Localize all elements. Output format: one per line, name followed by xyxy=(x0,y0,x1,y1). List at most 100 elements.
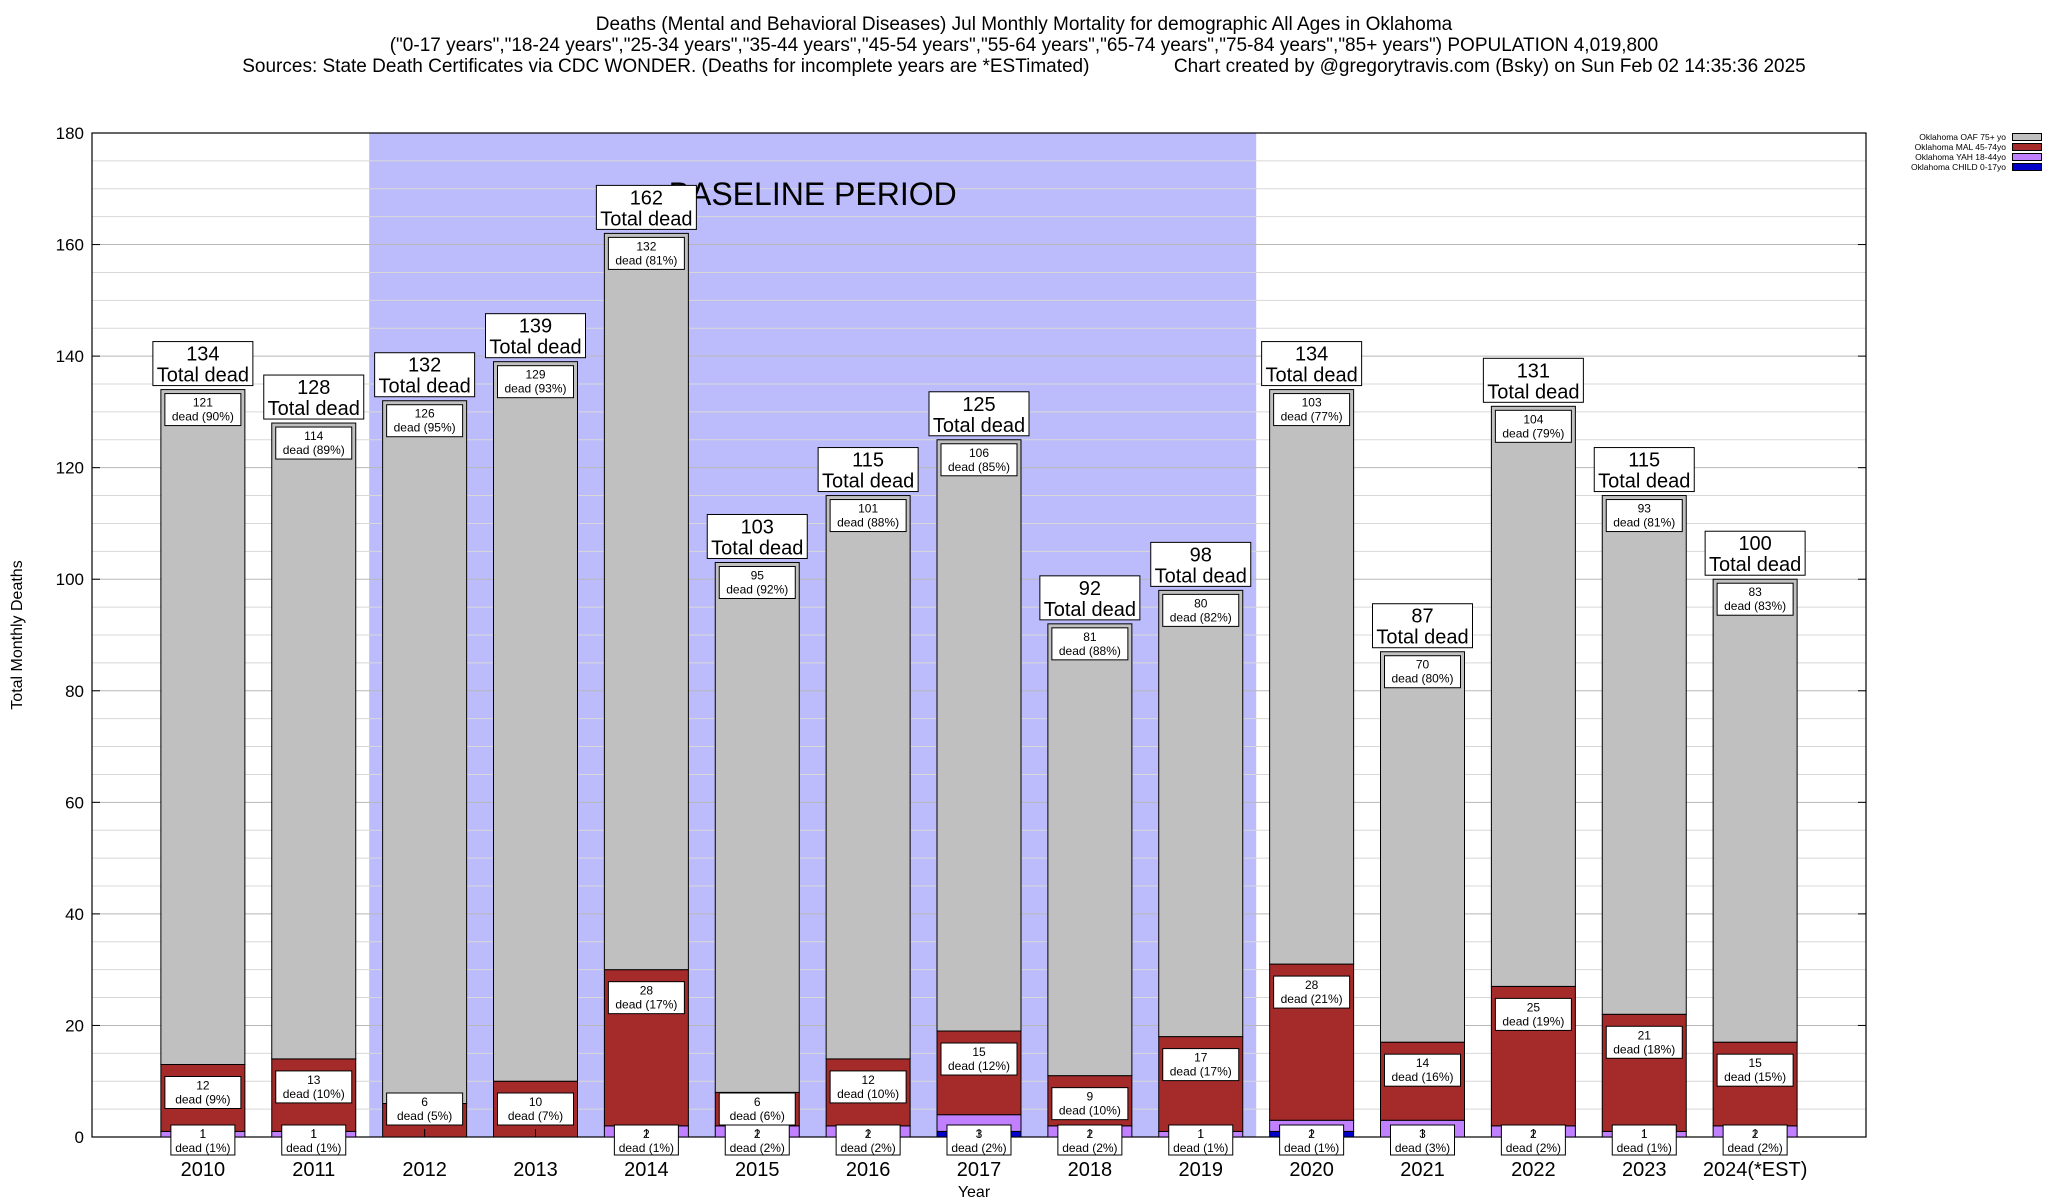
oaf-label-value: 121 xyxy=(193,396,213,410)
total-label-text: Total dead xyxy=(378,376,470,398)
yah-label-text: dead (1%) xyxy=(175,1141,230,1155)
total-label-text: Total dead xyxy=(1155,565,1247,587)
oaf-label-text: dead (90%) xyxy=(172,410,234,424)
oaf-label-box xyxy=(275,426,353,460)
total-label-text: Total dead xyxy=(933,415,1025,437)
legend-label-child: Oklahoma CHILD 0-17yo xyxy=(1911,162,2006,172)
mal-label-box xyxy=(829,1070,907,1104)
oaf-label-text: dead (81%) xyxy=(615,253,677,267)
yah-label-text: dead (2%) xyxy=(840,1141,895,1155)
oaf-label-box xyxy=(1605,499,1683,533)
mal-label-value: 21 xyxy=(1638,1028,1652,1042)
oaf-label-box xyxy=(497,365,574,399)
total-label-text: Total dead xyxy=(1598,471,1690,493)
mal-label-text: dead (21%) xyxy=(1281,992,1343,1006)
mal-label-box xyxy=(1605,1025,1683,1059)
chart-title-block: Deaths (Mental and Behavioral Diseases) … xyxy=(0,14,2048,77)
y-tick-label: 100 xyxy=(56,570,84,589)
total-label-value: 98 xyxy=(1190,544,1212,566)
mal-label-value: 25 xyxy=(1527,1000,1541,1014)
total-label-value: 115 xyxy=(852,450,884,472)
yah-label-text: dead (2%) xyxy=(730,1141,785,1155)
total-label-box xyxy=(1150,541,1252,587)
oaf-label-value: 93 xyxy=(1638,502,1652,516)
mal-label-value: 6 xyxy=(754,1095,761,1109)
oaf-label-value: 83 xyxy=(1748,585,1762,599)
total-label-text: Total dead xyxy=(489,337,581,359)
y-tick-label: 40 xyxy=(65,905,84,924)
x-axis-label: Year xyxy=(958,1184,991,1200)
bar-segment-oaf xyxy=(493,361,578,1082)
mal-label-value: 15 xyxy=(972,1045,986,1059)
mal-label-value: 12 xyxy=(861,1073,875,1087)
x-tick-label: 2016 xyxy=(846,1159,891,1181)
total-label-box xyxy=(1704,530,1806,576)
oaf-label-box xyxy=(1051,627,1129,661)
total-label-value: 131 xyxy=(1517,360,1550,382)
legend-item-oaf: Oklahoma OAF 75+ yo xyxy=(1872,132,2042,142)
total-label-text: Total dead xyxy=(1044,599,1136,621)
mal-label-box xyxy=(1273,975,1351,1009)
oaf-label-box xyxy=(940,443,1018,477)
total-label-text: Total dead xyxy=(1376,627,1468,649)
x-tick-label: 2018 xyxy=(1068,1159,1113,1181)
mal-label-text: dead (15%) xyxy=(1724,1070,1786,1084)
bar-segment-oaf xyxy=(1047,623,1133,1077)
legend-label-mal: Oklahoma MAL 45-74yo xyxy=(1914,142,2006,152)
oaf-label-text: dead (88%) xyxy=(837,516,899,530)
yah-label-text: dead (1%) xyxy=(286,1141,341,1155)
total-label-text: Total dead xyxy=(268,398,360,420)
oaf-label-value: 132 xyxy=(636,239,656,253)
yah-label-text: dead (1%) xyxy=(1617,1141,1672,1155)
total-label-box xyxy=(263,374,365,420)
bar-segment-oaf xyxy=(382,400,468,1105)
mal-label-text: dead (18%) xyxy=(1613,1042,1675,1056)
mal-label-box xyxy=(1494,997,1572,1031)
y-tick-label: 80 xyxy=(65,682,84,701)
mal-label-value: 9 xyxy=(1087,1090,1094,1104)
total-label-text: Total dead xyxy=(1487,381,1579,403)
total-label-box xyxy=(706,513,808,559)
x-tick-label: 2011 xyxy=(292,1159,335,1181)
x-tick-label: 2017 xyxy=(957,1159,1002,1181)
total-label-text: Total dead xyxy=(600,208,692,230)
yah-label-text: dead (2%) xyxy=(951,1141,1006,1155)
bar-segment-oaf xyxy=(603,232,689,971)
total-label-box xyxy=(928,391,1030,437)
mal-label-box xyxy=(386,1092,464,1126)
total-label-box xyxy=(817,447,919,493)
total-label-value: 92 xyxy=(1079,578,1101,600)
yah-label-box xyxy=(1500,1124,1566,1156)
x-tick-label: 2012 xyxy=(402,1159,447,1181)
total-label-box xyxy=(1261,341,1363,387)
yah-label-text: dead (2%) xyxy=(1506,1141,1561,1155)
chart-legend: Oklahoma OAF 75+ yo Oklahoma MAL 45-74yo… xyxy=(1872,132,2042,172)
mal-label-box xyxy=(497,1092,574,1126)
mal-label-text: dead (10%) xyxy=(1059,1104,1121,1118)
legend-label-oaf: Oklahoma OAF 75+ yo xyxy=(1919,132,2006,142)
y-tick-label: 60 xyxy=(65,793,84,812)
y-tick-label: 0 xyxy=(75,1128,84,1147)
legend-swatch-yah xyxy=(2012,153,2042,161)
mal-label-box xyxy=(275,1070,353,1104)
total-label-value: 87 xyxy=(1411,606,1433,628)
baseline-period-label: BASELINE PERIOD xyxy=(669,176,957,212)
bar-segment-oaf xyxy=(1269,389,1355,965)
yah-label-text: dead (2%) xyxy=(1727,1141,1782,1155)
bar-segment-oaf xyxy=(825,495,911,1060)
mal-label-text: dead (10%) xyxy=(283,1087,345,1101)
mal-label-box xyxy=(1051,1087,1129,1121)
x-tick-label: 2015 xyxy=(735,1159,780,1181)
oaf-label-value: 81 xyxy=(1083,630,1097,644)
bar-segment-oaf xyxy=(1712,578,1798,1043)
oaf-label-value: 95 xyxy=(751,568,765,582)
oaf-label-box xyxy=(829,499,907,533)
total-label-box xyxy=(485,313,586,359)
oaf-label-value: 126 xyxy=(415,407,435,421)
bar-segment-oaf xyxy=(271,422,357,1060)
total-label-box xyxy=(1039,575,1141,621)
bar-segment-oaf xyxy=(1380,651,1465,1043)
y-tick-label: 140 xyxy=(56,347,84,366)
legend-swatch-oaf xyxy=(2012,133,2042,141)
total-label-text: Total dead xyxy=(822,471,914,493)
